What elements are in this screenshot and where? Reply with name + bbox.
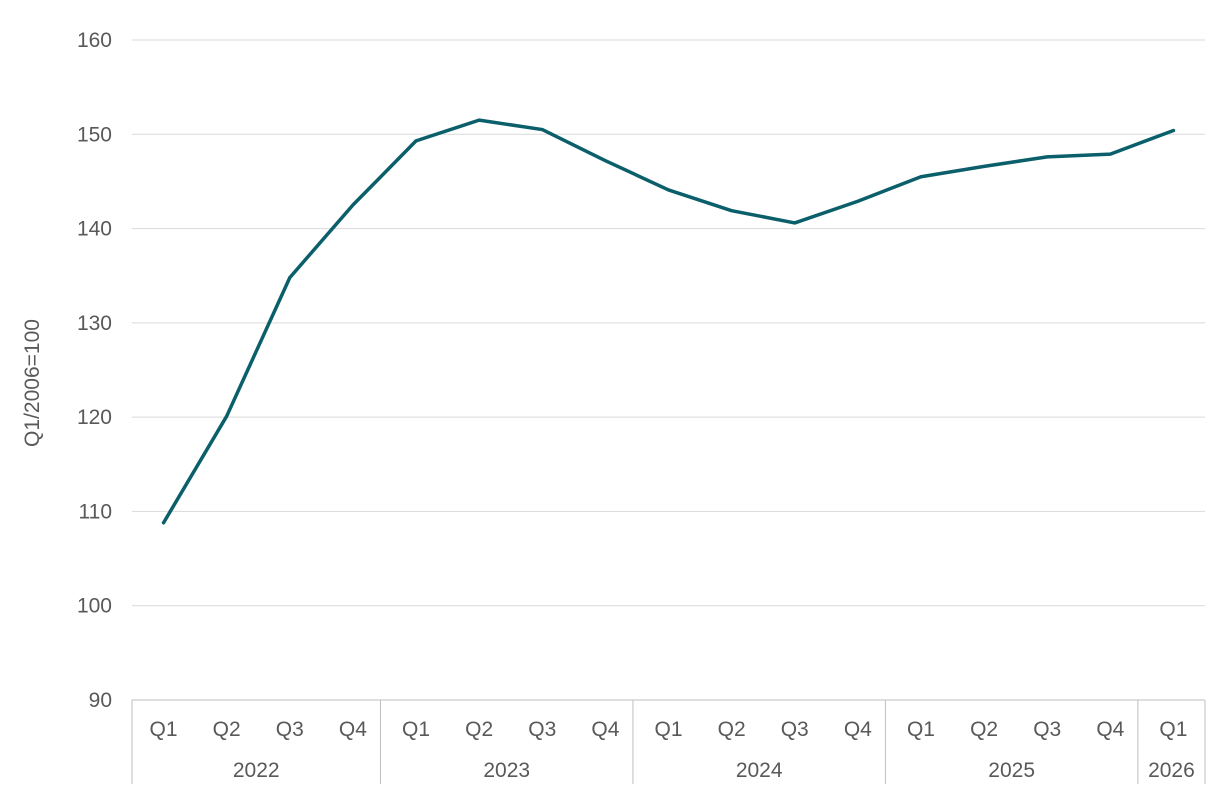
x-tick-label-quarter: Q4	[339, 718, 367, 741]
gridlines	[132, 39, 1205, 607]
data-point	[351, 203, 355, 207]
data-point	[1045, 155, 1049, 159]
data-point	[982, 164, 986, 168]
x-tick-label-quarter: Q4	[591, 718, 619, 741]
x-tick-label-quarter: Q1	[654, 718, 682, 741]
x-tick-label-quarter: Q2	[213, 718, 241, 741]
x-tick-label-quarter: Q3	[276, 718, 304, 741]
y-tick-label: 160	[77, 29, 112, 52]
y-tick-label: 110	[79, 500, 112, 523]
x-tick-label-year: 2023	[483, 759, 530, 782]
data-point	[288, 276, 292, 280]
data-point	[414, 139, 418, 143]
data-point	[667, 188, 670, 192]
y-tick-label: 120	[77, 406, 112, 429]
x-tick-label-quarter: Q2	[465, 718, 493, 741]
data-point	[919, 175, 923, 179]
data-point	[540, 128, 544, 132]
x-tick-label-year: 2025	[988, 759, 1035, 782]
x-tick-label-year: 2026	[1148, 759, 1195, 782]
y-axis-title: Q1/2006=100	[21, 319, 44, 447]
data-point	[730, 209, 734, 213]
y-tick-label: 90	[89, 689, 112, 712]
data-point	[477, 118, 481, 122]
x-tick-label-quarter: Q1	[150, 718, 178, 741]
x-tick-label-quarter: Q1	[402, 718, 430, 741]
y-tick-label: 100	[77, 595, 112, 618]
x-tick-label-year: 2022	[233, 759, 280, 782]
series-line	[161, 118, 1176, 525]
x-tick-label-quarter: Q1	[1159, 718, 1187, 741]
x-tick-label-quarter: Q3	[528, 718, 556, 741]
series	[161, 118, 1176, 525]
y-tick-label: 150	[77, 123, 112, 146]
data-point	[1108, 152, 1112, 156]
x-tick-label-quarter: Q2	[970, 718, 998, 741]
x-tick-label-year: 2024	[736, 759, 783, 782]
x-tick-label-quarter: Q1	[907, 718, 935, 741]
data-point	[603, 159, 607, 163]
data-point	[856, 199, 860, 203]
x-tick-label-quarter: Q3	[1033, 718, 1061, 741]
x-tick-label-quarter: Q4	[1096, 718, 1124, 741]
data-point	[225, 414, 229, 418]
x-tick-label-quarter: Q2	[718, 718, 746, 741]
y-tick-label: 130	[77, 312, 112, 335]
data-point	[162, 521, 166, 525]
x-tick-label-quarter: Q4	[844, 718, 872, 741]
x-tick-label-quarter: Q3	[781, 718, 809, 741]
x-axis: Q1 Q2 Q3 Q4 Q1 Q2 Q3 Q4 Q1 Q2 Q3 Q4 Q1 Q2 Q3 Q4 Q1 2022 20…	[131, 699, 1206, 784]
data-point	[793, 221, 797, 225]
data-point	[1171, 129, 1175, 133]
y-tick-label: 140	[77, 218, 112, 241]
y-axis: 90 100 110 120 130 140 150 160	[77, 29, 112, 712]
